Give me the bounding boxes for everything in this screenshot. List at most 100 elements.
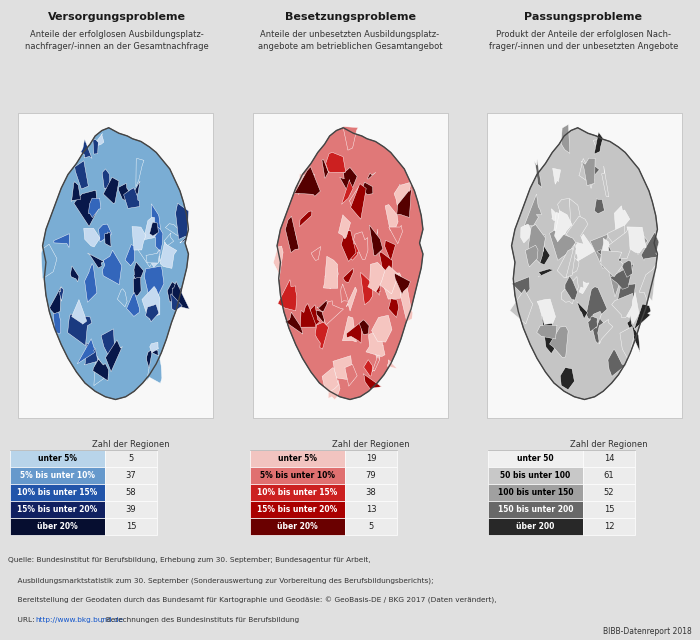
Bar: [345, 450, 397, 467]
Polygon shape: [374, 229, 378, 251]
Text: 100 bis unter 150: 100 bis unter 150: [498, 488, 573, 497]
Polygon shape: [71, 266, 79, 282]
Bar: [345, 467, 397, 484]
Text: BIBB-Datenreport 2018: BIBB-Datenreport 2018: [603, 627, 692, 636]
Polygon shape: [528, 225, 545, 263]
Polygon shape: [105, 232, 111, 247]
Polygon shape: [366, 330, 385, 356]
Text: 13: 13: [365, 505, 377, 514]
Polygon shape: [537, 325, 557, 339]
Polygon shape: [104, 177, 119, 204]
Polygon shape: [349, 186, 359, 206]
Polygon shape: [77, 339, 94, 364]
Polygon shape: [510, 289, 533, 324]
Polygon shape: [326, 152, 346, 172]
Polygon shape: [550, 230, 575, 260]
Polygon shape: [273, 246, 283, 280]
Polygon shape: [80, 139, 92, 159]
Polygon shape: [71, 182, 80, 202]
Text: 10% bis unter 15%: 10% bis unter 15%: [18, 488, 97, 497]
Polygon shape: [180, 236, 187, 243]
Text: 150 bis unter 200: 150 bis unter 200: [498, 505, 573, 514]
Polygon shape: [372, 341, 383, 362]
Polygon shape: [586, 287, 607, 320]
Polygon shape: [41, 244, 57, 279]
Polygon shape: [144, 217, 157, 249]
Polygon shape: [127, 292, 139, 316]
Polygon shape: [68, 314, 92, 346]
Polygon shape: [74, 190, 99, 227]
Polygon shape: [622, 260, 633, 277]
Polygon shape: [340, 168, 357, 195]
Polygon shape: [627, 227, 646, 253]
Polygon shape: [368, 172, 376, 179]
Text: 10% bis unter 15%: 10% bis unter 15%: [258, 488, 337, 497]
Polygon shape: [102, 169, 110, 189]
Polygon shape: [322, 368, 339, 392]
Polygon shape: [363, 374, 382, 390]
Text: 19: 19: [365, 454, 377, 463]
Polygon shape: [328, 380, 340, 400]
Polygon shape: [557, 248, 579, 278]
Polygon shape: [577, 301, 587, 319]
Polygon shape: [286, 216, 299, 253]
Text: über 200: über 200: [517, 522, 554, 531]
Polygon shape: [537, 299, 556, 324]
Polygon shape: [315, 322, 328, 349]
Bar: [10, 518, 105, 535]
Polygon shape: [59, 287, 64, 301]
Text: 15: 15: [603, 505, 615, 514]
Polygon shape: [594, 198, 605, 214]
Polygon shape: [342, 316, 356, 342]
Bar: [10, 501, 105, 518]
Bar: [345, 484, 397, 501]
Polygon shape: [399, 282, 413, 321]
Text: 61: 61: [603, 471, 615, 480]
Polygon shape: [359, 320, 369, 335]
Bar: [250, 501, 345, 518]
Bar: [488, 501, 583, 518]
Polygon shape: [360, 273, 372, 305]
Polygon shape: [88, 253, 104, 268]
Polygon shape: [627, 316, 640, 352]
Text: Bereitstellung der Geodaten durch das Bundesamt für Kartographie und Geodäsie: ©: Bereitstellung der Geodaten durch das Bu…: [8, 596, 496, 604]
Polygon shape: [597, 241, 622, 269]
Polygon shape: [341, 284, 349, 303]
Polygon shape: [395, 273, 410, 294]
Bar: [583, 484, 635, 501]
Polygon shape: [590, 311, 601, 328]
Polygon shape: [594, 132, 603, 154]
Polygon shape: [354, 232, 368, 259]
Polygon shape: [617, 284, 636, 311]
Polygon shape: [325, 268, 338, 289]
Bar: [250, 484, 345, 501]
Polygon shape: [534, 159, 542, 188]
Text: 52: 52: [603, 488, 615, 497]
Polygon shape: [54, 234, 69, 248]
Polygon shape: [172, 282, 190, 309]
Text: 15% bis unter 20%: 15% bis unter 20%: [258, 505, 337, 514]
Text: 12: 12: [603, 522, 615, 531]
Polygon shape: [150, 222, 158, 236]
Polygon shape: [134, 277, 141, 296]
Text: 58: 58: [126, 488, 136, 497]
Polygon shape: [387, 360, 398, 369]
Polygon shape: [323, 256, 337, 289]
Polygon shape: [341, 231, 356, 261]
Polygon shape: [554, 211, 572, 242]
Polygon shape: [171, 294, 182, 311]
Polygon shape: [636, 234, 648, 255]
Polygon shape: [99, 224, 112, 242]
Text: Versorgungsprobleme: Versorgungsprobleme: [48, 12, 186, 22]
Polygon shape: [146, 250, 160, 263]
Polygon shape: [295, 166, 321, 196]
Polygon shape: [521, 224, 533, 243]
Polygon shape: [524, 194, 542, 226]
Polygon shape: [300, 303, 316, 327]
Polygon shape: [132, 227, 146, 250]
Bar: [345, 518, 397, 535]
Polygon shape: [558, 198, 570, 223]
Polygon shape: [389, 225, 402, 244]
Polygon shape: [148, 226, 163, 257]
Polygon shape: [343, 268, 353, 282]
